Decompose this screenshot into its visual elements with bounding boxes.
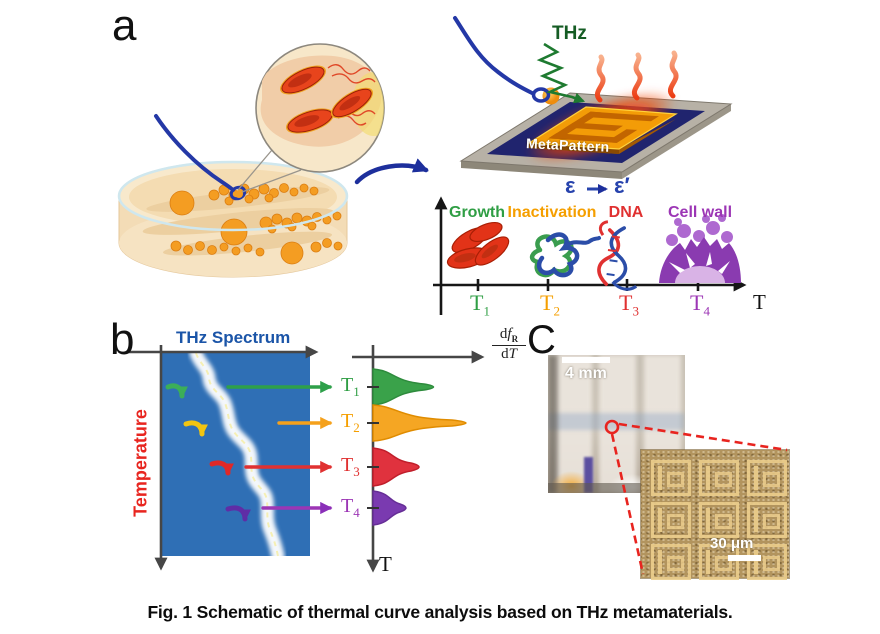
bacterial-colonies	[169, 183, 343, 265]
stage-label-inactivation: Inactivation	[507, 204, 597, 221]
inset-scalebar-label: 30 μm	[710, 535, 754, 552]
chip-heat-glow	[525, 90, 677, 164]
spectrum-axes	[128, 345, 319, 571]
streak-lanes	[142, 186, 334, 256]
panel-label-c: C	[527, 318, 556, 362]
metamaterial-unit-cell	[747, 502, 787, 538]
metamaterial-chip	[459, 50, 733, 179]
resonance-trace-dashes	[195, 352, 279, 557]
curve-t3-label: T3	[341, 454, 360, 479]
dish-rim	[117, 160, 349, 232]
t3-tick-label: T3	[619, 290, 639, 319]
magnifier-leader-lines	[237, 149, 302, 193]
metamaterial-unit-cell	[699, 502, 739, 538]
sample-droplet	[542, 87, 560, 105]
thz-wave-arrow	[536, 42, 586, 104]
flagella	[327, 64, 376, 126]
photo-scalebar	[562, 357, 610, 363]
metamaterial-unit-cell	[651, 502, 691, 538]
epsilon-label: ε	[565, 173, 576, 198]
sampled-colony	[235, 190, 243, 198]
curve-t1-label: T1	[341, 374, 360, 399]
petri-dish	[117, 160, 349, 278]
thz-label: THz	[552, 23, 587, 44]
bacteria-cells	[280, 65, 374, 134]
photo-band	[548, 412, 685, 430]
derivative-numerator: dfR	[499, 326, 519, 344]
figure-caption: Fig. 1 Schematic of thermal curve analys…	[147, 602, 733, 622]
stage-label-growth: Growth	[449, 204, 505, 221]
metamaterial-unit-cell	[747, 544, 787, 580]
thz-spectrum-title: THz Spectrum	[176, 328, 291, 347]
stage-label-dna: DNA	[608, 204, 644, 221]
cell-wall-icon	[659, 214, 741, 283]
derivative-fraction: dfR dT	[492, 326, 526, 363]
inset-scalebar	[728, 555, 761, 561]
epsilon-prime-label: ε′	[614, 173, 630, 198]
temperature-axis-label: Temperature	[130, 409, 151, 517]
curve-t2-label: T2	[341, 410, 360, 435]
stage-label-cellwall: Cell wall	[667, 204, 733, 221]
heat-waves	[594, 50, 679, 103]
inoculation-loop	[154, 114, 247, 201]
panel-label-b: b	[110, 315, 135, 364]
curve-t4-label: T4	[341, 495, 360, 520]
derivative-axes	[352, 345, 485, 573]
magnified-bacteria-view	[255, 43, 385, 173]
loop-on-chip	[453, 16, 560, 105]
resonance-trace-band	[189, 346, 285, 563]
photo-scalebar-label: 4 mm	[565, 365, 607, 382]
inactivation-protein-icon	[529, 232, 601, 278]
metamaterial-unit-cell	[651, 544, 691, 580]
t2-tick-label: T2	[540, 290, 560, 319]
t1-tick-label: T1	[470, 290, 490, 319]
derivative-ticks	[367, 386, 379, 509]
stage-axis-t-label: T	[753, 290, 766, 314]
derivative-peaks	[372, 368, 467, 526]
metapattern-label: MetaPattern	[525, 135, 610, 155]
photo-purple-bar	[583, 457, 594, 493]
metamaterial-unit-cell	[699, 460, 739, 496]
derivative-denominator: dT	[492, 345, 526, 363]
growth-bacteria-icon	[446, 221, 510, 269]
metamaterial-unit-cell	[651, 460, 691, 496]
metamaterial-unit-cell	[699, 544, 739, 580]
derivative-axis-t-label: T	[379, 552, 392, 576]
micrograph-inset	[641, 450, 789, 580]
spectrum-map	[161, 346, 310, 563]
photo-shadow	[548, 355, 558, 493]
dish-to-chip-arrow	[354, 158, 429, 185]
shift-arrows	[165, 383, 251, 522]
t4-tick-label: T4	[690, 290, 710, 319]
dna-icon	[597, 220, 638, 291]
temperature-pointer-arrows	[226, 380, 333, 515]
metamaterial-unit-cell	[747, 460, 787, 496]
panel-label-a: a	[112, 1, 137, 50]
